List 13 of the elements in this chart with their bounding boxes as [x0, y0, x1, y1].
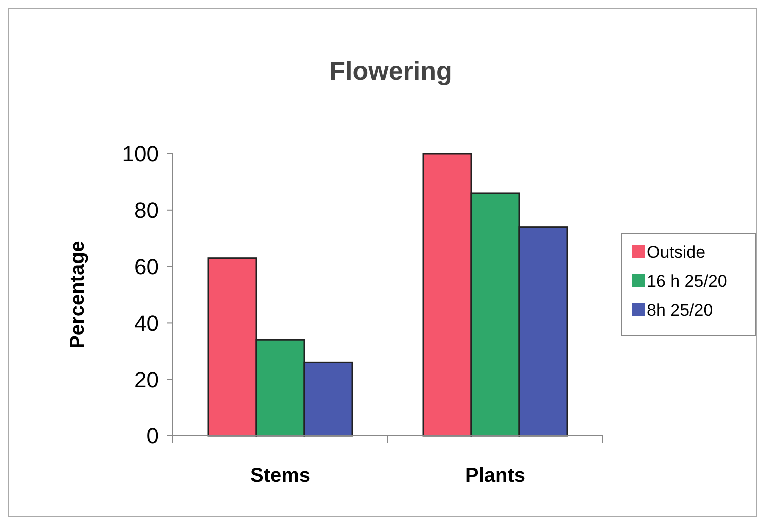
y-tick-label: 0: [146, 424, 159, 449]
chart-title: Flowering: [330, 56, 452, 86]
y-tick-label: 20: [134, 367, 159, 392]
legend-label: 16 h 25/20: [647, 272, 728, 291]
legend-label: Outside: [647, 242, 706, 262]
x-tick-label: Plants: [465, 465, 526, 487]
y-tick-label: 60: [134, 254, 159, 280]
y-tick-label: 100: [122, 142, 159, 167]
x-tick-label: Stems: [250, 465, 311, 487]
legend-label: 8h 25/20: [647, 300, 714, 320]
y-tick-label: 40: [134, 310, 159, 336]
y-tick-label: 80: [134, 198, 159, 224]
y-axis-title: Percentage: [67, 241, 89, 349]
